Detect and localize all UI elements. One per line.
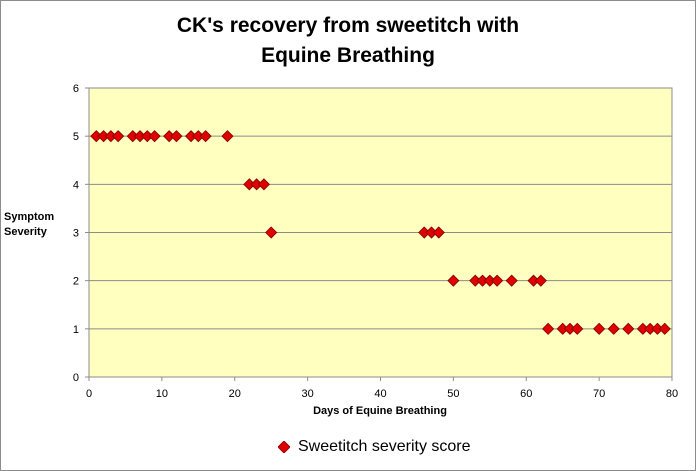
data-point [170,130,183,143]
x-axis-label: Days of Equine Breathing [313,405,447,417]
x-tick-label: 50 [447,388,459,400]
data-point [491,274,504,287]
y-tick-label: 6 [73,83,79,95]
x-tick-label: 60 [520,388,532,400]
legend: Sweetitch severity score [278,438,471,456]
data-point [542,322,555,335]
data-point [221,130,234,143]
data-point [112,130,125,143]
y-axis-label-line-2: Severity [4,226,47,238]
x-tick-label: 30 [302,388,314,400]
data-point [658,322,671,335]
x-tick-label: 70 [593,388,605,400]
chart-title-line-2: Equine Breathing [261,44,435,67]
x-tick-label: 10 [156,388,168,400]
data-point [607,322,620,335]
data-point [199,130,212,143]
data-point [534,274,547,287]
legend-marker [278,441,290,453]
x-tick-label: 0 [86,388,92,400]
data-point [622,322,635,335]
y-tick-label: 5 [73,131,79,143]
y-tick-label: 4 [73,179,79,191]
y-axis-label: Symptom Severity [4,210,64,240]
y-tick-label: 1 [73,324,79,336]
y-tick-label: 0 [73,372,79,384]
data-point [257,178,270,191]
data-point [505,274,518,287]
data-point [148,130,161,143]
y-tick-label: 3 [73,228,79,240]
y-tick-label: 2 [73,276,79,288]
x-tick-label: 80 [666,388,678,400]
data-point [447,274,460,287]
y-axis-label-line-1: Symptom [4,211,55,223]
data-point [432,226,445,239]
data-point [593,322,606,335]
data-point [265,226,278,239]
data-point [571,322,584,335]
x-tick-label: 40 [374,388,386,400]
chart-title-line-1: CK's recovery from sweetitch with [176,14,520,37]
legend-label: Sweetitch severity score [298,438,471,455]
x-tick-label: 20 [229,388,241,400]
